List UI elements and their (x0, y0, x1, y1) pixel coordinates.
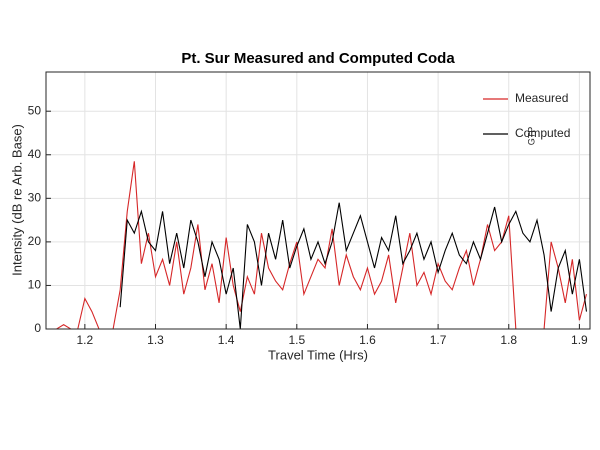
x-tick-label: 1.3 (147, 333, 164, 347)
series-line (49, 161, 588, 330)
legend-label: Measured (515, 91, 568, 105)
legend-label: Computed (515, 126, 570, 140)
x-tick-label: 1.5 (288, 333, 305, 347)
x-tick-label: 1.9 (571, 333, 588, 347)
y-tick-label: 40 (28, 147, 42, 161)
annotation: GTP (526, 127, 536, 146)
y-tick-label: 0 (34, 321, 41, 335)
plot-frame (45, 71, 591, 330)
y-axis-label: Intensity (dB re Arb. Base) (9, 124, 24, 276)
y-tick-label: 50 (28, 103, 42, 117)
series-line (119, 202, 588, 330)
y-tick-label: 30 (28, 190, 42, 204)
x-tick-label: 1.8 (500, 333, 517, 347)
x-tick-label: 1.7 (430, 333, 447, 347)
x-tick-label: 1.4 (218, 333, 235, 347)
y-tick-label: 10 (28, 278, 42, 292)
chart-title: Pt. Sur Measured and Computed Coda (181, 50, 455, 67)
x-tick-label: 1.6 (359, 333, 376, 347)
y-tick-label: 20 (28, 234, 42, 248)
x-tick-label: 1.2 (77, 333, 94, 347)
x-axis-label: Travel Time (Hrs) (268, 347, 368, 362)
